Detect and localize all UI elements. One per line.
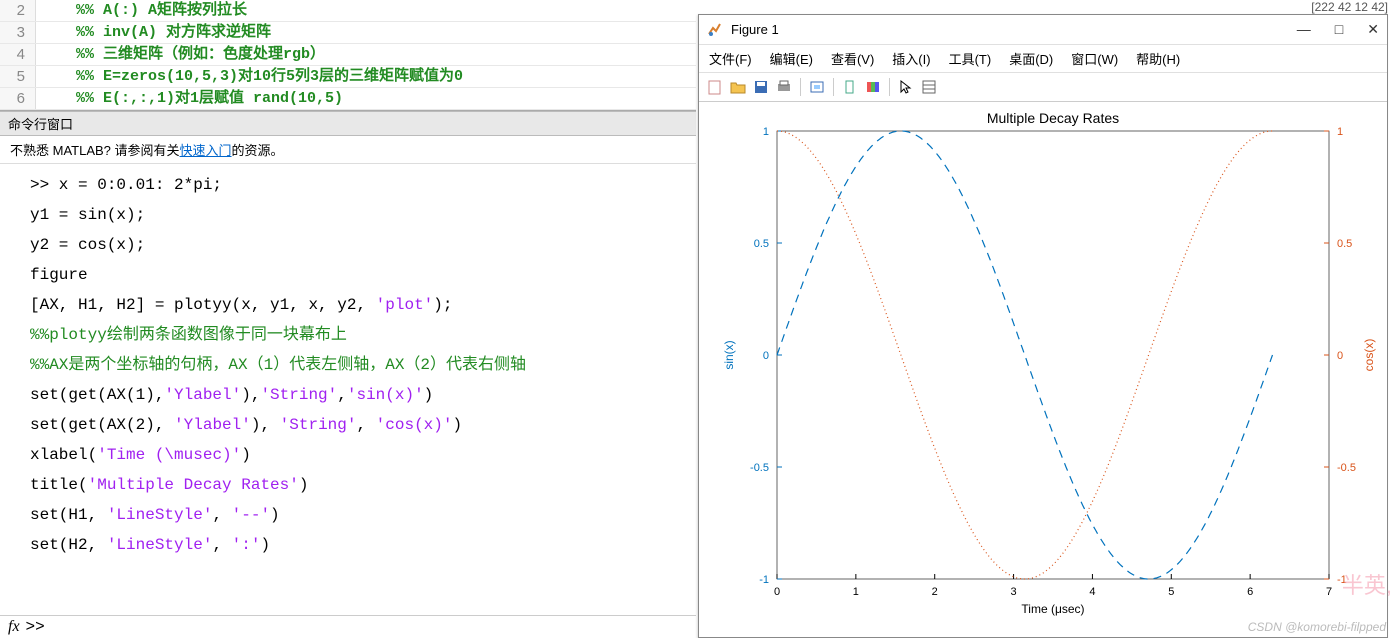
code-line[interactable]: %% 三维矩阵（例如：色度处理rgb） xyxy=(36,44,325,65)
menu-item[interactable]: 文件(F) xyxy=(709,49,752,68)
svg-text:5: 5 xyxy=(1168,586,1174,598)
svg-text:7: 7 xyxy=(1326,586,1332,598)
svg-text:1: 1 xyxy=(853,586,859,598)
hint-suffix: 的资源。 xyxy=(232,143,284,158)
edit-plot-icon[interactable] xyxy=(919,77,939,97)
plot-svg: 01234567-1-1-0.5-0.5000.50.511Multiple D… xyxy=(699,102,1387,624)
prompt: >> xyxy=(26,618,45,636)
figure-title: Figure 1 xyxy=(731,22,1297,37)
svg-text:2: 2 xyxy=(932,586,938,598)
open-icon[interactable] xyxy=(728,77,748,97)
hint-prefix: 不熟悉 MATLAB? 请参阅有关 xyxy=(10,143,180,158)
zoom-icon[interactable] xyxy=(807,77,827,97)
hint-link[interactable]: 快速入门 xyxy=(180,143,232,158)
svg-text:0: 0 xyxy=(763,350,769,362)
watermark: CSDN @komorebi-filpped xyxy=(1248,620,1386,634)
svg-text:sin(x): sin(x) xyxy=(722,340,736,369)
minimize-button[interactable]: — xyxy=(1297,21,1311,38)
editor-pane: 2%% A(:) A矩阵按列拉长3%% inv(A) 对方阵求逆矩阵4%% 三维… xyxy=(0,0,696,111)
fx-icon: fx xyxy=(8,618,20,636)
save-icon[interactable] xyxy=(751,77,771,97)
line-number: 4 xyxy=(0,44,36,65)
svg-text:0.5: 0.5 xyxy=(1337,238,1352,250)
command-prompt-row[interactable]: fx >> xyxy=(0,615,696,638)
svg-text:cos(x): cos(x) xyxy=(1362,339,1376,372)
colorbar-icon[interactable] xyxy=(863,77,883,97)
svg-text:0: 0 xyxy=(774,586,780,598)
figure-titlebar[interactable]: Figure 1 — □ ✕ xyxy=(699,15,1387,45)
svg-text:1: 1 xyxy=(763,126,769,138)
link-icon[interactable] xyxy=(840,77,860,97)
svg-text:6: 6 xyxy=(1247,586,1253,598)
code-line[interactable]: %% E=zeros(10,5,3)对10行5列3层的三维矩阵赋值为0 xyxy=(36,66,463,87)
svg-text:-1: -1 xyxy=(759,574,769,586)
matlab-icon xyxy=(707,22,723,38)
code-line[interactable]: %% E(:,:,1)对1层赋值 rand(10,5) xyxy=(36,88,343,109)
figure-menubar: 文件(F) 编辑(E) 查看(V) 插入(I) 工具(T) 桌面(D) 窗口(W) 帮助(H) xyxy=(699,45,1387,73)
svg-text:-0.5: -0.5 xyxy=(750,462,769,474)
svg-text:Multiple Decay Rates: Multiple Decay Rates xyxy=(987,110,1119,126)
svg-text:4: 4 xyxy=(1089,586,1095,598)
svg-text:Time (μsec): Time (μsec) xyxy=(1021,602,1084,616)
svg-text:0: 0 xyxy=(1337,350,1343,362)
maximize-button[interactable]: □ xyxy=(1335,21,1343,38)
line-number: 3 xyxy=(0,22,36,43)
menu-item[interactable]: 桌面(D) xyxy=(1009,49,1053,68)
command-hint: 不熟悉 MATLAB? 请参阅有关快速入门的资源。 xyxy=(0,136,696,164)
line-number: 6 xyxy=(0,88,36,109)
menu-item[interactable]: 帮助(H) xyxy=(1136,49,1180,68)
code-line[interactable]: %% inv(A) 对方阵求逆矩阵 xyxy=(36,22,271,43)
top-fragment: [222 42 12 42] xyxy=(1311,0,1388,14)
svg-text:0.5: 0.5 xyxy=(754,238,769,250)
svg-text:1: 1 xyxy=(1337,126,1343,138)
figure-plot-area: 01234567-1-1-0.5-0.5000.50.511Multiple D… xyxy=(699,102,1387,624)
close-button[interactable]: ✕ xyxy=(1367,21,1379,38)
svg-text:-0.5: -0.5 xyxy=(1337,462,1356,474)
corner-badge: 半英, xyxy=(1342,568,1392,600)
line-number: 2 xyxy=(0,0,36,21)
line-number: 5 xyxy=(0,66,36,87)
menu-item[interactable]: 窗口(W) xyxy=(1071,49,1118,68)
menu-item[interactable]: 编辑(E) xyxy=(770,49,813,68)
print-icon[interactable] xyxy=(774,77,794,97)
menu-item[interactable]: 工具(T) xyxy=(949,49,992,68)
new-icon[interactable] xyxy=(705,77,725,97)
svg-text:3: 3 xyxy=(1011,586,1017,598)
code-line[interactable]: %% A(:) A矩阵按列拉长 xyxy=(36,0,247,21)
menu-item[interactable]: 查看(V) xyxy=(831,49,874,68)
menu-item[interactable]: 插入(I) xyxy=(892,49,930,68)
figure-window: Figure 1 — □ ✕ 文件(F) 编辑(E) 查看(V) 插入(I) 工具(T)… xyxy=(698,14,1388,638)
command-window-title: 命令行窗口 xyxy=(0,111,696,136)
command-body[interactable]: >> x = 0:0.01: 2*pi;y1 = sin(x);y2 = cos… xyxy=(0,164,696,615)
pointer-icon[interactable] xyxy=(896,77,916,97)
figure-toolbar xyxy=(699,73,1387,102)
